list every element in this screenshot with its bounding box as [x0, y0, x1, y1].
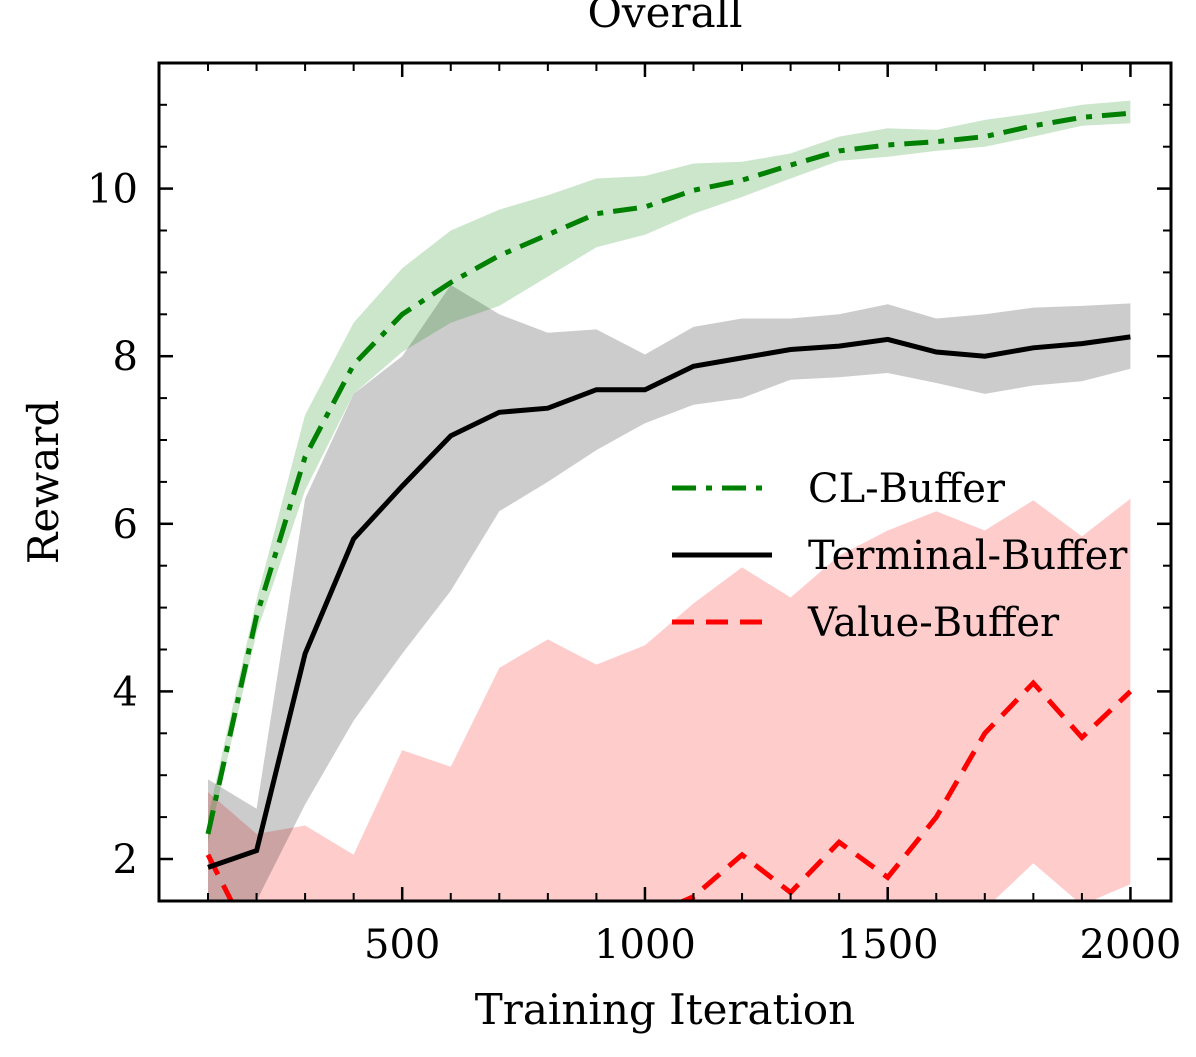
value-buffer-band — [208, 498, 1131, 901]
terminal-buffer-band — [208, 285, 1131, 901]
chart-title: Overall — [588, 0, 743, 37]
confidence-bands — [208, 100, 1131, 901]
axes: 500 1000 1500 2000 2 4 6 8 10 — [87, 61, 1182, 968]
y-axis-title: Reward — [19, 400, 68, 564]
legend-label-terminal-buffer: Terminal-Buffer — [808, 533, 1128, 579]
x-axis-title: Training Iteration — [475, 985, 855, 1034]
y-tick-label: 2 — [113, 837, 138, 883]
x-tick-label: 1000 — [594, 922, 696, 968]
y-tick-label: 10 — [87, 167, 138, 213]
legend-label-value-buffer: Value-Buffer — [807, 600, 1060, 646]
cl-buffer-band — [208, 100, 1131, 843]
series-lines — [205, 110, 1133, 901]
x-tick-label: 500 — [364, 922, 440, 968]
cl-buffer-line — [205, 110, 1131, 835]
legend-label-cl-buffer: CL-Buffer — [808, 466, 1006, 512]
legend: CL-Buffer Terminal-Buffer Value-Buffer — [672, 466, 1128, 646]
y-tick-label: 6 — [113, 502, 138, 548]
y-tick-label: 8 — [113, 334, 138, 380]
y-tick-label: 4 — [113, 669, 138, 715]
terminal-buffer-line — [207, 334, 1131, 870]
x-tick-label: 1500 — [837, 922, 939, 968]
x-tick-label: 2000 — [1080, 922, 1182, 968]
